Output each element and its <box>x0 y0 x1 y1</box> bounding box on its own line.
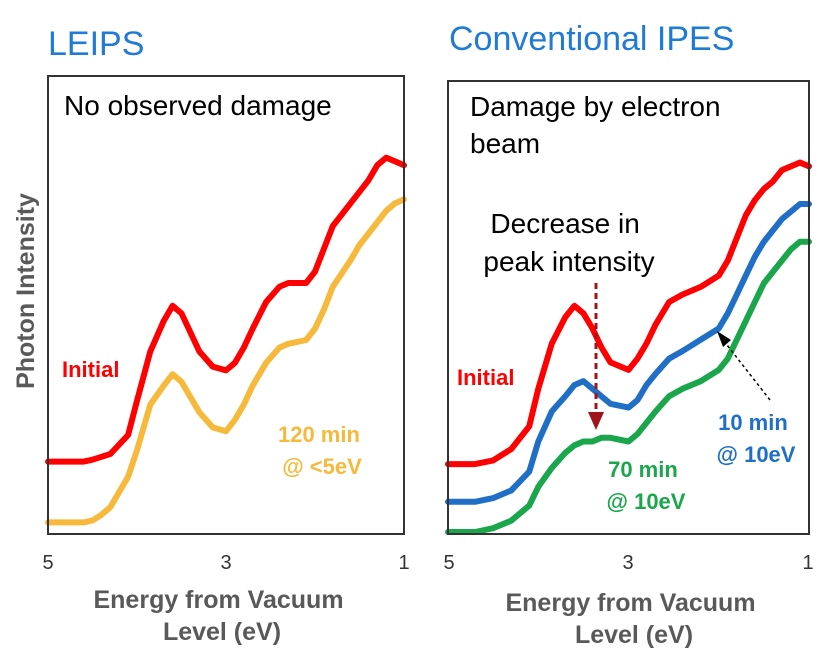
leips-curves <box>45 154 407 526</box>
leips-panel: LEIPS Photon Intensity No observed damag… <box>12 25 410 646</box>
ipes-plot-frame <box>447 80 810 535</box>
leips-x-tick-5: 5 <box>42 552 53 574</box>
decrease-annotation-line1: Decrease in <box>490 208 639 239</box>
ipes-label-70min-line1: 70 min <box>608 457 678 482</box>
ipes-curves <box>445 159 812 535</box>
ipes-note: Damage by electron beam <box>470 91 728 159</box>
photon-intensity-y-label: Photon Intensity <box>12 193 40 389</box>
ipes-x-tick-1: 1 <box>802 552 813 574</box>
ipes-note-line1: Damage by electron <box>470 91 721 122</box>
ipes-note-line2: beam <box>470 128 540 159</box>
ipes-x-axis-label: Energy from Vacuum Level (eV) <box>505 589 762 649</box>
leips-title: LEIPS <box>48 25 144 63</box>
ipes-panel: Conventional IPES Damage by electron bea… <box>443 20 813 649</box>
ipes-title: Conventional IPES <box>449 20 734 58</box>
leips-label-120min: 120 min @ <5eV <box>278 422 366 479</box>
ipes-x-label-line2: Level (eV) <box>575 621 693 649</box>
leips-label-120min-line1: 120 min <box>278 422 360 447</box>
leips-label-initial: Initial <box>62 357 119 382</box>
leips-x-tick-3: 3 <box>220 552 231 574</box>
decrease-annotation-line2: peak intensity <box>483 246 654 277</box>
leips-label-120min-line2: @ <5eV <box>282 454 362 479</box>
ipes-x-tick-3: 3 <box>622 552 633 574</box>
ipes-x-label-line1: Energy from Vacuum <box>505 589 755 617</box>
ipes-series-line-1 <box>445 201 812 505</box>
decrease-annotation: Decrease in peak intensity <box>483 208 654 277</box>
leips-x-label-line1: Energy from Vacuum <box>93 586 343 614</box>
leips-series-line-0 <box>45 154 407 465</box>
leips-plot-frame <box>47 75 405 535</box>
leips-x-label-line2: Level (eV) <box>163 618 281 646</box>
ipes-label-70min-line2: @ 10eV <box>607 489 686 514</box>
leips-note: No observed damage <box>64 90 332 121</box>
pointer-arrow-head <box>717 331 731 347</box>
ipes-label-70min: 70 min @ 10eV <box>607 457 686 514</box>
ipes-label-10min-line1: 10 min <box>718 410 788 435</box>
decrease-arrow-head <box>588 412 604 430</box>
ipes-series-line-0 <box>445 159 812 468</box>
ipes-x-tick-5: 5 <box>443 552 454 574</box>
ipes-series-line-2 <box>445 238 812 535</box>
ipes-label-10min: 10 min @ 10eV <box>717 410 796 467</box>
leips-x-tick-1: 1 <box>398 552 409 574</box>
ipes-label-initial: Initial <box>457 365 514 390</box>
leips-series-line-1 <box>45 196 407 526</box>
leips-x-axis-label: Energy from Vacuum Level (eV) <box>93 586 350 646</box>
ipes-label-10min-line2: @ 10eV <box>717 442 796 467</box>
